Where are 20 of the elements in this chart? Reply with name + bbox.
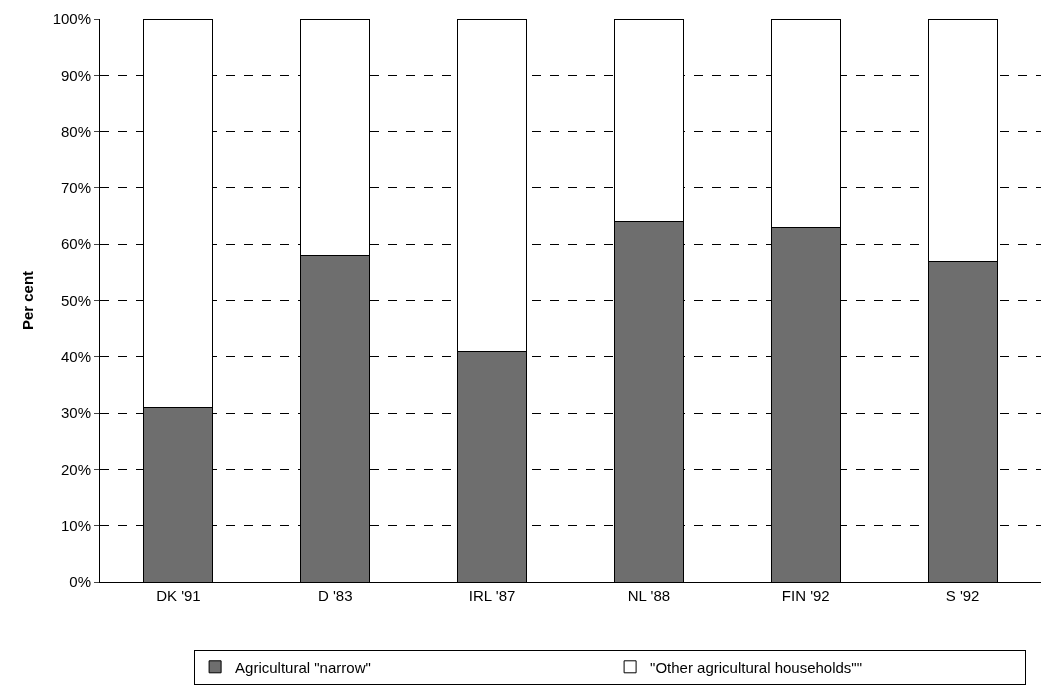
y-tick-label: 80% — [60, 122, 91, 140]
x-tick-label: DK '91 — [156, 587, 201, 604]
y-tick-label: 50% — [60, 291, 91, 309]
y-tick-label: 10% — [60, 516, 91, 534]
x-tick-label: NL '88 — [627, 587, 671, 604]
y-tick-label: 0% — [69, 573, 91, 591]
y-tick-label: 30% — [60, 404, 91, 422]
y-tick-label: 100% — [52, 10, 91, 28]
x-tick-label: D '83 — [317, 587, 353, 604]
y-tick-label: 70% — [60, 179, 91, 197]
x-tick-label: IRL '87 — [468, 587, 516, 604]
x-tick-label: S '92 — [945, 587, 980, 604]
y-tick-label: 40% — [60, 348, 91, 366]
legend-label: Agricultural "narrow" — [235, 658, 371, 676]
y-tick-label: 60% — [60, 235, 91, 253]
y-tick-label: 20% — [60, 460, 91, 478]
y-axis-title: Per cent — [18, 270, 36, 331]
legend-label: "Other agricultural households"" — [650, 658, 863, 676]
y-tick-label: 90% — [60, 66, 91, 84]
x-tick-label: FIN '92 — [781, 587, 830, 604]
